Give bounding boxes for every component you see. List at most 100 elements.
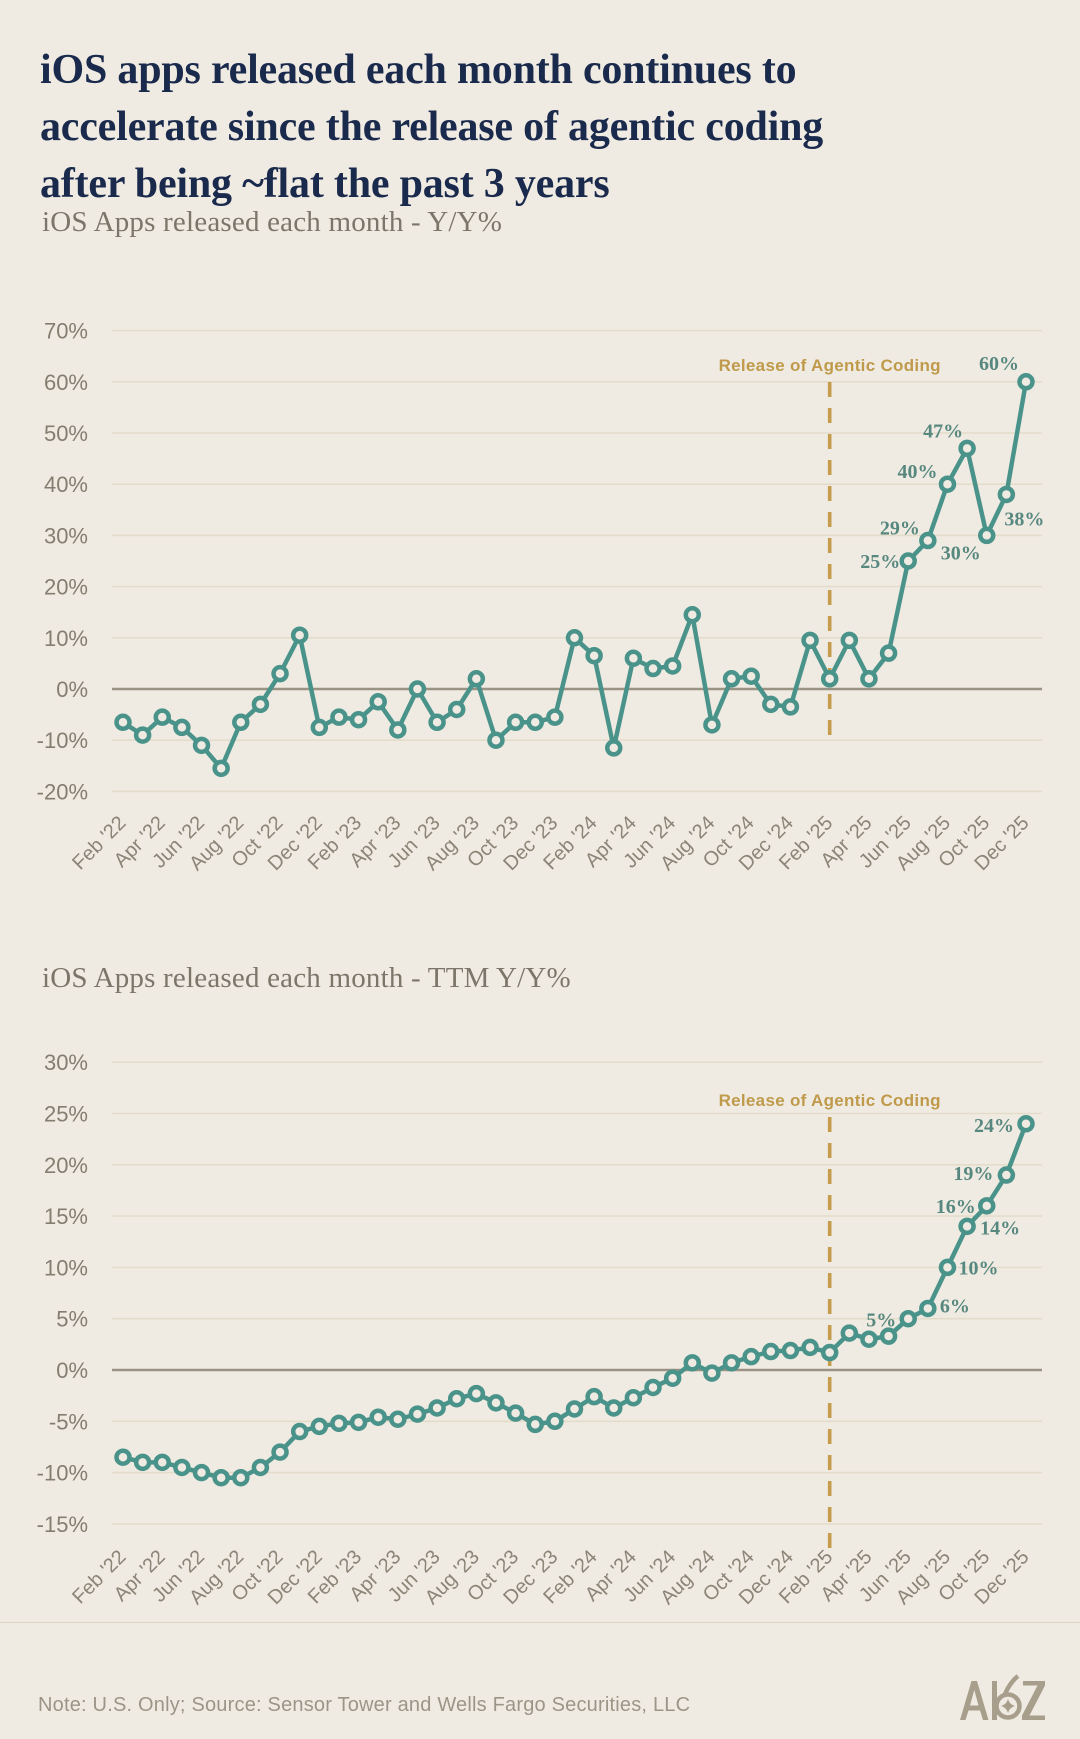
data-point-marker bbox=[958, 439, 976, 458]
data-point-marker bbox=[467, 1384, 486, 1403]
y-tick-label: 10% bbox=[44, 1255, 88, 1280]
data-point-marker bbox=[447, 1389, 466, 1408]
logo-digit-6-ring bbox=[994, 1692, 1022, 1720]
data-point-label: 40% bbox=[897, 461, 937, 483]
data-point-marker bbox=[428, 713, 446, 732]
data-point-marker bbox=[899, 1309, 917, 1328]
data-point-marker bbox=[977, 526, 996, 545]
data-point-marker bbox=[114, 1448, 132, 1466]
page-title-line-3: after being ~flat the past 3 years bbox=[40, 161, 610, 207]
data-point-marker bbox=[369, 1408, 387, 1426]
data-point-marker bbox=[408, 680, 427, 698]
data-point-label: 16% bbox=[936, 1196, 976, 1218]
data-point-marker bbox=[506, 713, 525, 732]
release-of-agentic-coding-label: Release of Agentic Coding bbox=[719, 1091, 941, 1110]
data-point-marker bbox=[173, 718, 191, 737]
data-point-marker bbox=[467, 670, 486, 688]
data-point-marker bbox=[310, 718, 329, 737]
y-tick-label: 70% bbox=[44, 319, 88, 344]
data-point-marker bbox=[919, 1299, 937, 1318]
a16z-logo bbox=[960, 1674, 1045, 1720]
data-point-marker bbox=[683, 606, 702, 624]
data-point-marker bbox=[840, 631, 859, 650]
data-point-marker bbox=[526, 1415, 544, 1434]
data-point-label: 29% bbox=[880, 518, 920, 540]
chart-ttm-yoy: 30%25%20%15%10%5%0%-5%-10%-15%Feb '22Apr… bbox=[37, 1050, 1042, 1609]
data-point-marker bbox=[997, 485, 1016, 504]
data-point-marker bbox=[546, 708, 564, 726]
data-point-marker bbox=[192, 1463, 211, 1482]
data-point-marker bbox=[271, 1443, 289, 1461]
data-point-marker bbox=[153, 1453, 172, 1472]
data-point-marker bbox=[212, 759, 230, 778]
footer-divider bbox=[0, 1622, 1080, 1623]
y-tick-label: -5% bbox=[49, 1409, 88, 1434]
data-point-marker bbox=[271, 664, 289, 683]
chart1-subtitle: iOS Apps released each month - Y/Y% bbox=[42, 206, 503, 238]
data-point-marker bbox=[801, 1338, 819, 1357]
data-point-marker bbox=[389, 1410, 407, 1428]
data-point-marker bbox=[408, 1405, 427, 1423]
logo-letter-a bbox=[960, 1681, 989, 1720]
data-point-marker bbox=[114, 713, 132, 732]
page-title-line-1: iOS apps released each month continues t… bbox=[40, 47, 797, 93]
y-tick-label: 30% bbox=[44, 1050, 88, 1075]
data-point-marker bbox=[644, 1378, 662, 1397]
logo-digit-6-tail bbox=[1002, 1674, 1020, 1695]
data-point-marker bbox=[742, 667, 760, 685]
data-point-marker bbox=[820, 1343, 839, 1362]
data-point-marker bbox=[389, 721, 407, 739]
data-point-marker bbox=[781, 698, 800, 716]
data-point-marker bbox=[977, 1197, 996, 1215]
y-tick-label: 50% bbox=[44, 421, 88, 446]
data-point-marker bbox=[251, 695, 270, 714]
source-note: Note: U.S. Only; Source: Sensor Tower an… bbox=[38, 1694, 691, 1716]
data-point-label: 14% bbox=[980, 1217, 1020, 1239]
data-point-marker bbox=[349, 710, 368, 729]
data-point-marker bbox=[840, 1324, 859, 1342]
data-point-label: 30% bbox=[941, 542, 981, 564]
data-point-marker bbox=[605, 1399, 623, 1417]
data-point-marker bbox=[762, 695, 780, 714]
data-point-marker bbox=[526, 713, 544, 732]
data-point-label: 6% bbox=[940, 1295, 970, 1317]
y-tick-label: -20% bbox=[37, 779, 88, 804]
data-point-marker bbox=[212, 1468, 230, 1487]
data-point-label: 10% bbox=[958, 1257, 998, 1279]
data-point-marker bbox=[565, 629, 584, 647]
data-point-marker bbox=[644, 659, 662, 678]
data-point-marker bbox=[801, 631, 819, 650]
data-point-marker bbox=[546, 1412, 564, 1431]
data-point-marker bbox=[1017, 1115, 1035, 1133]
data-point-marker bbox=[938, 475, 957, 493]
data-point-marker bbox=[585, 646, 603, 665]
data-point-marker bbox=[310, 1417, 329, 1436]
data-point-marker bbox=[428, 1399, 446, 1417]
data-point-marker bbox=[663, 1369, 682, 1387]
data-point-marker bbox=[703, 1364, 721, 1382]
y-tick-label: 30% bbox=[44, 523, 88, 548]
y-tick-label: -15% bbox=[37, 1512, 88, 1537]
data-point-marker bbox=[624, 1388, 643, 1407]
data-point-marker bbox=[192, 736, 211, 755]
data-point-label: 38% bbox=[1004, 508, 1044, 530]
data-point-marker bbox=[232, 713, 250, 732]
data-point-marker bbox=[153, 708, 172, 726]
data-point-label: 24% bbox=[974, 1115, 1014, 1137]
data-point-marker bbox=[722, 1354, 741, 1372]
page-title-line-2: accelerate since the release of agentic … bbox=[40, 104, 824, 150]
y-tick-label: 0% bbox=[56, 1358, 88, 1383]
y-tick-label: 60% bbox=[44, 370, 88, 395]
y-tick-label: 15% bbox=[44, 1204, 88, 1229]
data-point-label: 19% bbox=[953, 1163, 993, 1185]
data-point-marker bbox=[565, 1400, 584, 1418]
logo-letter-z bbox=[1022, 1681, 1045, 1720]
data-point-marker bbox=[879, 1327, 898, 1345]
data-point-marker bbox=[762, 1342, 780, 1361]
chart-yoy: 70%60%50%40%30%20%10%0%-10%-20%Feb '22Ap… bbox=[37, 319, 1045, 875]
data-point-marker bbox=[683, 1354, 702, 1372]
y-tick-label: -10% bbox=[37, 1461, 88, 1486]
data-point-marker bbox=[487, 731, 505, 749]
data-point-marker bbox=[349, 1413, 368, 1432]
